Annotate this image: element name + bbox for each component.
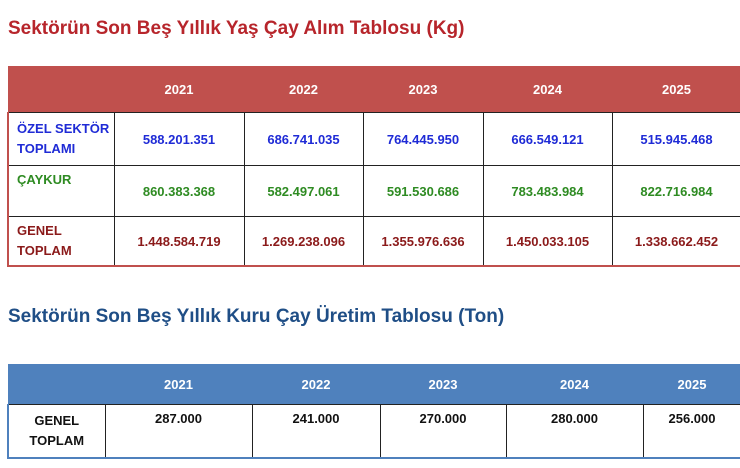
value-cell: 591.530.686 [362, 165, 484, 217]
table1-year-2021: 2021 [114, 66, 244, 113]
table1-year-2025: 2025 [612, 66, 740, 113]
table2-corner-cell [8, 364, 105, 405]
row-label-line1: ÖZEL SEKTÖR [17, 121, 110, 136]
table2-year-2025: 2025 [643, 364, 740, 405]
table-row-caykur: ÇAYKUR 860.383.368 582.497.061 591.530.6… [7, 165, 740, 217]
table-row-general-total: GENEL TOPLAM 287.000 241.000 270.000 280… [7, 404, 740, 459]
value-cell: 764.445.950 [362, 112, 484, 166]
value-cell: 1.450.033.105 [482, 216, 613, 267]
row-label-line1: GENEL [34, 413, 80, 428]
fresh-tea-purchase-table: 2021 2022 2023 2024 2025 ÖZEL SEKTÖR TOP… [7, 66, 740, 267]
row-label-line1: GENEL [17, 223, 62, 238]
value-cell: 515.945.468 [611, 112, 740, 166]
value-cell: 582.497.061 [243, 165, 364, 217]
row-label-caykur: ÇAYKUR [7, 165, 115, 217]
value-cell: 686.741.035 [243, 112, 364, 166]
value-cell: 860.383.368 [113, 165, 245, 217]
value-cell: 241.000 [251, 404, 381, 459]
table2-header-row: 2021 2022 2023 2024 2025 [8, 364, 740, 405]
table2-year-2023: 2023 [380, 364, 506, 405]
row-label-line2: TOPLAM [29, 433, 85, 448]
row-label-line1: ÇAYKUR [17, 172, 72, 187]
row-label-general-total: GENEL TOPLAM [7, 404, 106, 459]
row-label-line2: TOPLAMI [17, 141, 76, 156]
value-cell: 280.000 [505, 404, 644, 459]
value-cell: 1.269.238.096 [243, 216, 364, 267]
table1-year-2022: 2022 [244, 66, 363, 113]
row-label-private-sector: ÖZEL SEKTÖR TOPLAMI [7, 112, 115, 166]
table2-year-2021: 2021 [105, 364, 252, 405]
table1-header-row: 2021 2022 2023 2024 2025 [8, 66, 740, 113]
table2-year-2022: 2022 [252, 364, 380, 405]
table1-corner-cell [8, 66, 114, 113]
value-cell: 783.483.984 [482, 165, 613, 217]
table2-title: Sektörün Son Beş Yıllık Kuru Çay Üretim … [8, 306, 505, 327]
table2-year-2024: 2024 [506, 364, 643, 405]
value-cell: 270.000 [379, 404, 507, 459]
table1-year-2024: 2024 [483, 66, 612, 113]
value-cell: 287.000 [104, 404, 253, 459]
value-cell: 1.448.584.719 [113, 216, 245, 267]
table-row-general-total: GENEL TOPLAM 1.448.584.719 1.269.238.096… [7, 216, 740, 267]
value-cell: 666.549.121 [482, 112, 613, 166]
value-cell: 822.716.984 [611, 165, 740, 217]
dry-tea-production-table: 2021 2022 2023 2024 2025 GENEL TOPLAM 28… [7, 364, 740, 459]
value-cell: 256.000 [642, 404, 740, 459]
value-cell: 588.201.351 [113, 112, 245, 166]
value-cell: 1.355.976.636 [362, 216, 484, 267]
table1-title: Sektörün Son Beş Yıllık Yaş Çay Alım Tab… [8, 18, 465, 39]
row-label-line2: TOPLAM [17, 243, 72, 258]
row-label-general-total: GENEL TOPLAM [7, 216, 115, 267]
table1-year-2023: 2023 [363, 66, 483, 113]
value-cell: 1.338.662.452 [611, 216, 740, 267]
table-row-private-sector: ÖZEL SEKTÖR TOPLAMI 588.201.351 686.741.… [7, 112, 740, 166]
